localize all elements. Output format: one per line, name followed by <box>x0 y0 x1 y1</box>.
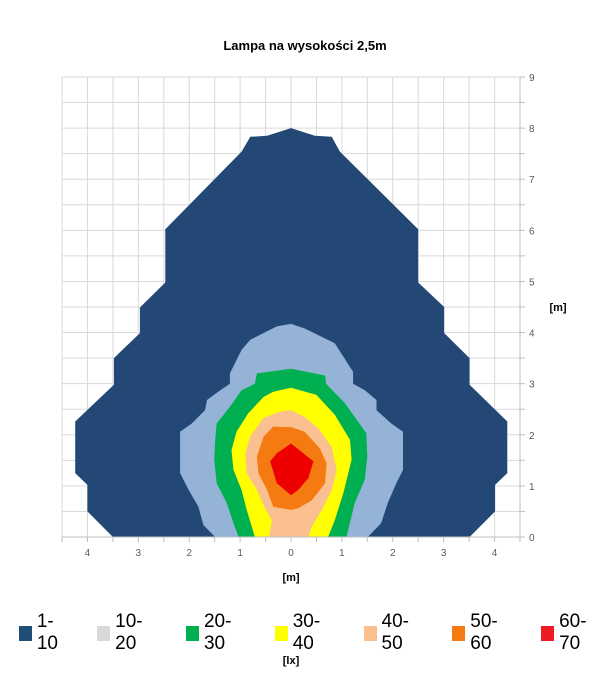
legend-item: 1-10 <box>19 611 74 655</box>
legend-label: 30-40 <box>292 611 321 654</box>
y-tick-label: 6 <box>529 226 535 237</box>
legend-unit-label: [lx] <box>283 655 300 667</box>
contour-band-60-70 <box>270 443 314 496</box>
legend-swatch <box>19 625 32 641</box>
y-tick-label: 3 <box>529 380 535 391</box>
y-tick-label: 8 <box>529 124 535 135</box>
x-tick-label: 2 <box>186 548 192 559</box>
x-tick-label: 4 <box>85 548 91 559</box>
contour-bands <box>75 128 508 537</box>
legend: 1-10 10-20 20-30 30-40 40-50 50-60 60-70 <box>19 611 607 655</box>
legend-label: 20-30 <box>203 611 232 654</box>
y-tick-label: 9 <box>529 73 535 84</box>
legend-item: 30-40 <box>274 611 341 655</box>
x-tick-label: 1 <box>237 548 243 559</box>
legend-swatch <box>186 625 199 641</box>
x-tick-label: 3 <box>441 548 447 559</box>
y-axis-label: [m] <box>549 302 566 314</box>
legend-label: 50-60 <box>470 611 498 654</box>
legend-swatch <box>363 625 377 641</box>
y-tick-label: 2 <box>529 431 535 442</box>
legend-item: 60-70 <box>541 611 607 655</box>
y-tick-label: 5 <box>529 277 535 288</box>
y-tick-label: 7 <box>529 175 535 186</box>
legend-item: 20-30 <box>186 611 252 655</box>
legend-label: 10-20 <box>115 611 143 654</box>
x-tick-label: 4 <box>492 548 498 559</box>
legend-swatch <box>274 625 288 641</box>
legend-label: 1-10 <box>36 611 58 654</box>
y-tick-label: 4 <box>529 329 535 340</box>
chart-title: Lampa na wysokości 2,5m <box>223 38 386 53</box>
legend-swatch <box>541 625 555 641</box>
x-tick-label: 0 <box>288 548 294 559</box>
legend-swatch <box>97 625 111 641</box>
legend-item: 40-50 <box>363 611 430 655</box>
y-tick-label: 1 <box>529 482 535 493</box>
legend-item: 10-20 <box>97 611 163 655</box>
x-tick-label: 2 <box>390 548 396 559</box>
legend-swatch <box>452 625 466 641</box>
x-axis-label: [m] <box>282 572 299 584</box>
y-tick-label: 0 <box>529 533 535 544</box>
axes: 0 1 2 3 4 5 6 7 8 9 4 3 2 1 0 1 2 3 4 <box>61 73 535 559</box>
x-tick-label: 3 <box>136 548 142 559</box>
legend-label: 40-50 <box>381 611 409 654</box>
x-tick-label: 1 <box>339 548 345 559</box>
legend-label: 60-70 <box>559 611 587 654</box>
legend-item: 50-60 <box>452 611 518 655</box>
